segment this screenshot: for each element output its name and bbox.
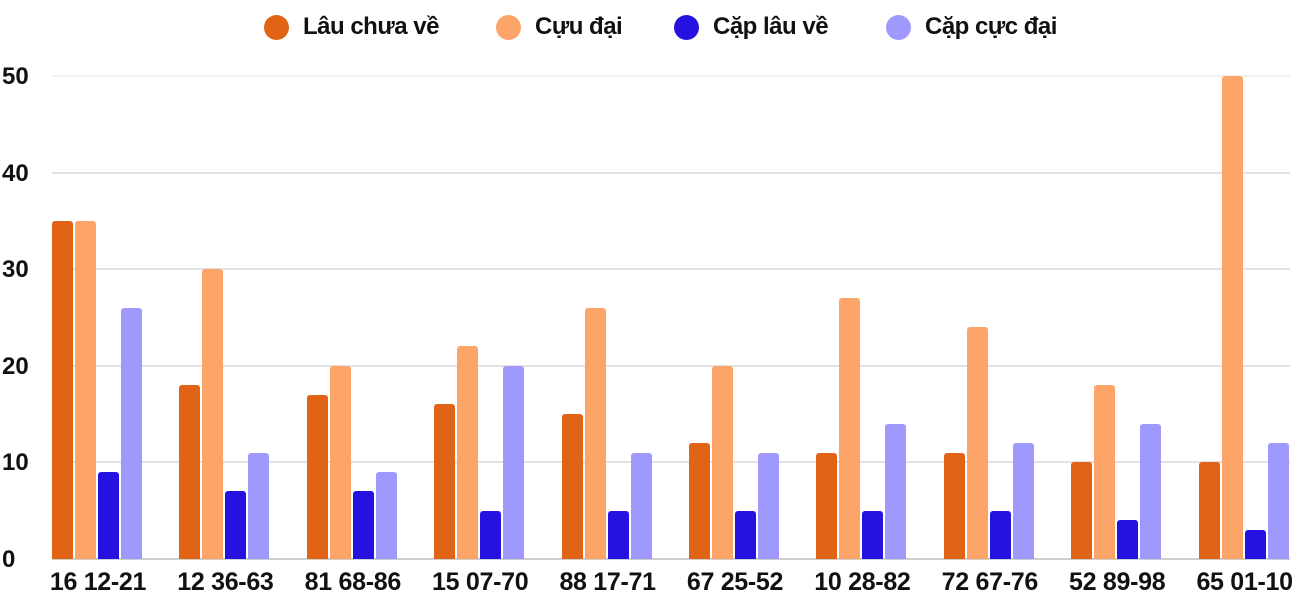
bar[interactable]: [1012, 443, 1034, 559]
legend-item-lau-chua-ve[interactable]: Lâu chưa về: [264, 8, 439, 46]
y-tick-label: 20: [2, 353, 29, 380]
gridline-20: [52, 365, 1290, 367]
bar[interactable]: [758, 452, 779, 559]
bar[interactable]: [202, 269, 224, 559]
x-tick-label: 72 67-76: [941, 568, 1039, 596]
bar[interactable]: [839, 298, 861, 559]
y-tick-label: 10: [2, 449, 29, 476]
legend-label: Cặp cực đại: [925, 13, 1057, 40]
bar[interactable]: [1140, 423, 1162, 559]
bar[interactable]: [630, 452, 652, 559]
legend-swatch-icon: [496, 14, 521, 40]
bar[interactable]: [735, 510, 756, 559]
bar[interactable]: [966, 327, 988, 559]
bar[interactable]: [52, 220, 73, 559]
bar[interactable]: [121, 307, 142, 559]
bar[interactable]: [225, 491, 247, 559]
bar[interactable]: [862, 510, 884, 559]
bar[interactable]: [352, 491, 374, 559]
x-tick-label: 67 25-52: [686, 568, 784, 596]
legend-swatch-icon: [886, 14, 911, 40]
x-tick-label: 16 12-21: [49, 568, 147, 596]
bar[interactable]: [1244, 530, 1266, 559]
x-tick-label: 52 89-98: [1069, 568, 1166, 596]
gridline-30: [52, 268, 1290, 270]
bar[interactable]: [306, 394, 328, 559]
bar[interactable]: [434, 404, 456, 559]
y-tick-label: 30: [2, 256, 29, 283]
bar[interactable]: [329, 365, 351, 559]
x-tick-label: 81 68-86: [304, 568, 402, 596]
legend-label: Lâu chưa về: [303, 13, 439, 40]
gridline-40: [52, 172, 1290, 174]
chart-legend: Lâu chưa về Cựu đại Cặp lâu về Cặp cực đ…: [0, 8, 1300, 46]
legend-item-cap-lau-ve[interactable]: Cặp lâu về: [674, 8, 829, 46]
bar[interactable]: [375, 472, 397, 559]
bar[interactable]: [1094, 385, 1116, 559]
x-tick-label: 88 17-71: [559, 568, 656, 596]
y-tick-label: 0: [2, 546, 16, 573]
y-tick-label: 50: [2, 63, 29, 90]
x-tick-label: 65 01-10: [1196, 568, 1293, 596]
bar[interactable]: [480, 510, 502, 559]
x-tick-label: 10 28-82: [814, 568, 911, 596]
legend-item-cuu-dai[interactable]: Cựu đại: [496, 8, 623, 46]
legend-label: Cặp lâu về: [713, 13, 829, 40]
bar[interactable]: [503, 365, 525, 559]
legend-swatch-icon: [674, 14, 699, 40]
bar[interactable]: [179, 385, 201, 559]
bar[interactable]: [561, 414, 583, 559]
bar[interactable]: [885, 423, 907, 559]
bar[interactable]: [457, 346, 479, 559]
bar[interactable]: [1071, 462, 1093, 559]
bar[interactable]: [1267, 443, 1289, 559]
bar[interactable]: [712, 365, 733, 559]
bar[interactable]: [98, 472, 119, 559]
bar[interactable]: [584, 307, 606, 559]
bar[interactable]: [1117, 520, 1139, 559]
gridline-50: [52, 75, 1290, 77]
bar[interactable]: [989, 510, 1011, 559]
gridline-10: [52, 461, 1290, 463]
bar[interactable]: [248, 452, 270, 559]
x-tick-label: 12 36-63: [177, 568, 274, 596]
bar[interactable]: [75, 220, 96, 559]
y-tick-label: 40: [2, 160, 29, 187]
bar[interactable]: [943, 452, 965, 559]
legend-label: Cựu đại: [535, 13, 623, 40]
bar[interactable]: [1198, 462, 1220, 559]
x-tick-label: 15 07-70: [432, 568, 529, 596]
x-axis-baseline: [52, 558, 1290, 560]
bar[interactable]: [816, 452, 838, 559]
bar[interactable]: [607, 510, 629, 559]
legend-item-cap-cuc-dai[interactable]: Cặp cực đại: [886, 8, 1057, 46]
bar[interactable]: [689, 443, 710, 559]
legend-swatch-icon: [264, 14, 289, 40]
bar[interactable]: [1221, 76, 1243, 559]
